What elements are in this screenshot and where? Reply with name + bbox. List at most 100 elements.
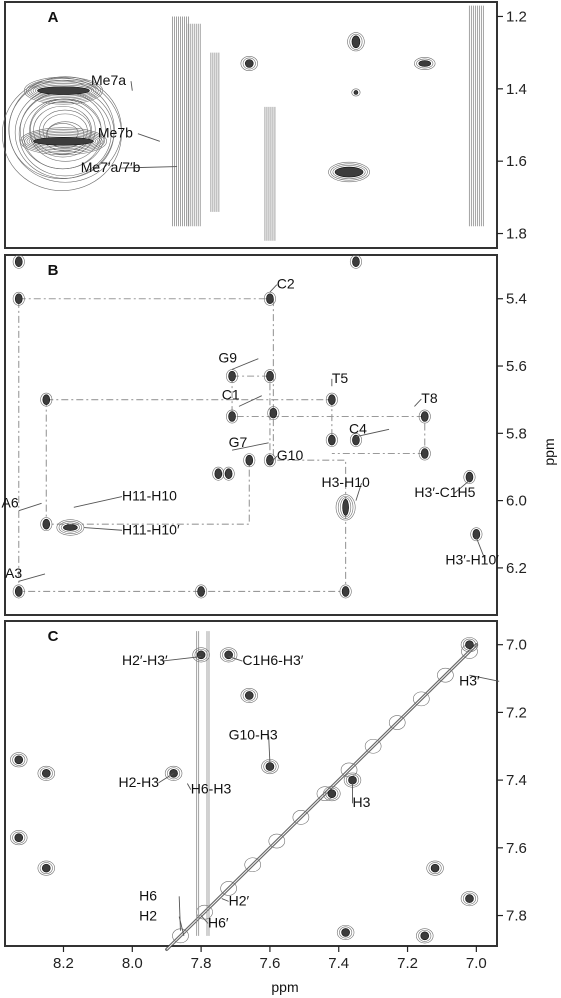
x-axis-title: ppm [271,979,298,995]
cross-peak [349,254,362,269]
annotation-leader [178,916,185,936]
cross-peak [164,765,183,781]
y-tick-label: 1.8 [506,226,527,243]
annotation-leader [221,898,229,902]
cross-peak [325,392,338,407]
y-tick-label: 1.6 [506,153,527,170]
stripe [172,16,189,227]
cross-peak [37,860,55,876]
x-tick-label: 7.6 [259,955,280,972]
cross-peak [243,453,256,468]
cross-peak [219,647,238,663]
y-tick-label: 7.6 [506,840,527,857]
cross-peak [349,433,362,447]
cross-peak [463,470,476,484]
annotation-label: G10-H3 [229,726,278,742]
cross-peak [19,127,107,156]
cross-peak [263,453,276,468]
diagonal-contour [413,691,430,707]
stripe [210,52,220,212]
cross-peak [40,392,53,407]
panel-frame [4,1,498,249]
y-tick-label: 7.4 [506,772,527,789]
cross-peak [10,830,28,846]
annotation-leader [18,502,42,512]
annotation-label: C1H6-H3′ [242,652,303,668]
annotation-label: G9 [218,350,237,366]
cross-peak [416,928,434,944]
annotation-label: H2 [139,908,157,924]
annotation-label: H3′ [459,672,480,688]
annotation-label: H11-H10′ [122,521,180,537]
cross-peak [195,584,208,599]
stripe [187,23,201,227]
cross-peak [12,584,25,599]
y-tick-label: 5.8 [506,425,527,442]
cross-peak [240,55,258,71]
contour-body: C2 G9 C1 T5 T8 C4 G7 G10 H11-H10 A6 H11-H10′ H3-H10… [2,254,499,599]
cross-peak [56,519,85,536]
annotation-label: T8 [421,390,438,406]
stripe [264,106,276,241]
x-tick-label: 8.0 [122,955,143,972]
annotation-label: C4 [349,420,367,436]
annotation-label: Me7b [98,125,133,141]
stripe [206,631,210,936]
annotation-label: A6 [2,494,19,510]
annotation-leader [73,496,123,508]
cross-peak [323,786,341,802]
cross-peak [339,584,352,599]
assignment-walk [45,399,250,525]
contour-body: Me7a Me7b Me7′a/7′b [1,5,484,241]
annotation-leader [355,428,390,438]
cross-peak [12,291,25,306]
annotation-leader [18,573,46,582]
diagonal-contour [292,810,310,825]
annotation-leader [269,284,278,293]
y-tick-label: 7.2 [506,704,527,721]
annotation-leader [231,358,259,370]
annotation-label: C2 [277,276,295,292]
cross-peak [426,860,444,876]
annotation-label: H6′ [208,914,229,930]
stripe [468,5,484,227]
diagonal-contour [437,667,454,683]
cross-peak [37,765,55,781]
annotation-leader [414,398,422,407]
assignment-walk [18,298,347,592]
annotation-label: H2′-H3′ [122,652,168,668]
stripe [196,631,200,936]
annotation-label: G7 [229,434,248,450]
panel-letter: C [48,628,59,645]
panel-a: A 1.2 1.4 1.6 1.8 Me7a Me7b Me7′a/7′b [1,1,527,249]
annotation-leader [469,674,500,682]
annotation-leader [231,442,269,451]
x-tick-label: 8.2 [53,955,74,972]
cross-peak [12,254,25,269]
annotation-label: C1 [222,387,240,403]
annotation-leader [186,783,192,790]
y-tick-label: 5.6 [506,358,527,375]
contour-body: H2′-H3′ C1H6-H3′ H3′ G10-H3 H2-H3 H6-H3 H3 H6 H2… [10,631,500,951]
annotation-label: H2-H3 [119,774,160,790]
y-tick-label: 6.0 [506,493,527,510]
diagonal-contour [364,738,382,754]
cross-peak [343,772,362,788]
annotation-label: H3 [352,794,370,810]
annotation-leader [84,527,123,531]
cross-peak [328,161,370,183]
assignment-walk [46,399,333,441]
annotation-leader [355,483,362,501]
annotation-leader [137,133,160,142]
x-tick-label: 7.8 [191,955,212,972]
diagonal-contour [268,833,286,849]
annotation-label: H11-H10 [122,488,177,504]
cross-peak [23,76,103,105]
y-axis-title: ppm [541,438,557,465]
annotation-label: Me7′a/7′b [81,159,141,175]
diagonal [166,644,477,950]
y-tick-label: 7.0 [506,637,527,654]
annotation-leader [130,81,133,91]
panel-frame [4,620,498,947]
annotation-leader [454,480,470,494]
